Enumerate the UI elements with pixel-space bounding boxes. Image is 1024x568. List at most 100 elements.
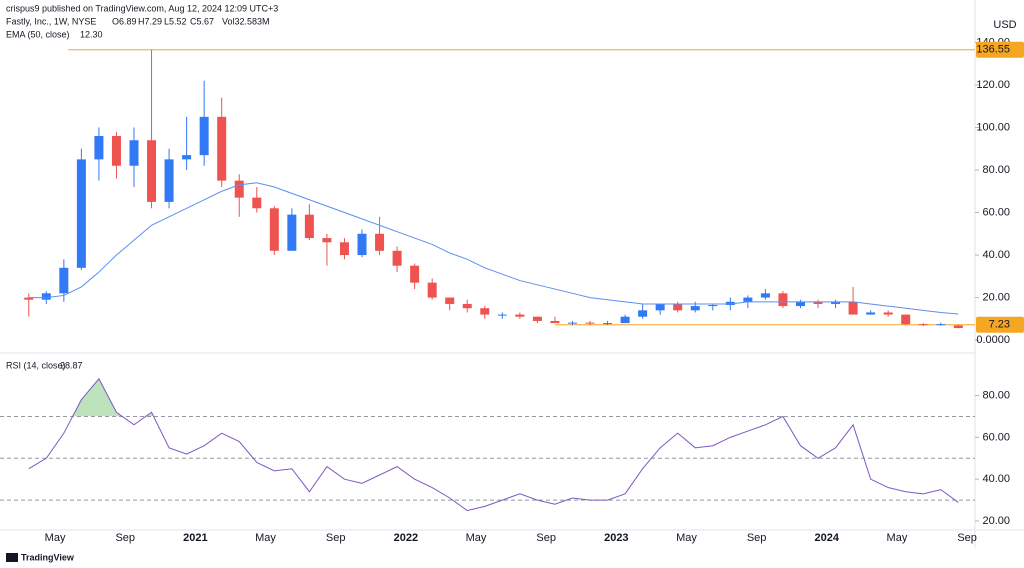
y-tick-label: 80.00 xyxy=(982,164,1010,176)
candle-body xyxy=(339,242,349,256)
series-line xyxy=(28,377,959,512)
candle-body xyxy=(567,322,577,324)
candle-body xyxy=(480,308,490,315)
y-tick-label: 100.00 xyxy=(976,121,1010,133)
candle-body xyxy=(848,301,858,315)
candle-body xyxy=(953,325,963,329)
x-tick-label: 2022 xyxy=(394,532,418,544)
candle-body xyxy=(778,293,788,307)
candle-body xyxy=(410,265,420,283)
candle-body xyxy=(357,233,367,256)
candle-body xyxy=(217,116,227,181)
candle-body xyxy=(287,214,297,251)
publisher: crispus9 published on TradingView.com, A… xyxy=(6,3,278,13)
x-tick-label: Sep xyxy=(747,532,767,544)
candle-body xyxy=(269,208,279,251)
ohlc-value: L5.52 xyxy=(164,16,187,26)
ohlc-value: C5.67 xyxy=(190,16,214,26)
symbol: Fastly, Inc., 1W, NYSE xyxy=(6,16,96,26)
candle-body xyxy=(795,301,805,307)
candle-body xyxy=(24,297,34,300)
x-tick-label: Sep xyxy=(957,532,977,544)
price-tag-label: 136.55 xyxy=(976,44,1010,56)
candle-body xyxy=(901,314,911,325)
y-tick-label: 20.00 xyxy=(982,291,1010,303)
y-tick-label: 20.00 xyxy=(982,515,1010,527)
y-tick-label: 40.00 xyxy=(982,249,1010,261)
price-tag-label: 7.23 xyxy=(989,319,1010,331)
overbought-fill xyxy=(72,378,154,416)
x-tick-label: Sep xyxy=(536,532,556,544)
candle-body xyxy=(94,135,104,160)
y-tick-label: 80.00 xyxy=(982,389,1010,401)
x-tick-label: May xyxy=(676,532,697,544)
ohlc-value: O6.89 xyxy=(112,16,137,26)
candle-body xyxy=(532,316,542,321)
candle-body xyxy=(831,301,841,304)
brand-logo xyxy=(6,553,18,562)
x-tick-label: 2021 xyxy=(183,532,207,544)
candle-body xyxy=(427,282,437,298)
rsi-title: RSI (14, close) xyxy=(6,360,66,370)
candle-body xyxy=(725,301,735,306)
candle-body xyxy=(182,155,192,160)
candle-body xyxy=(638,310,648,317)
y-tick-label: 120.00 xyxy=(976,79,1010,91)
candle-body xyxy=(392,250,402,266)
brand: TradingView xyxy=(21,552,75,562)
candle-body xyxy=(497,314,507,316)
candle-body xyxy=(252,197,262,209)
candle-body xyxy=(462,303,472,309)
candle-body xyxy=(760,293,770,298)
candle-body xyxy=(445,297,455,304)
ohlc-value: Vol32.583M xyxy=(222,16,270,26)
price-tag xyxy=(976,316,1024,333)
price-tag xyxy=(976,41,1024,58)
x-tick-label: May xyxy=(45,532,66,544)
ohlc-value: H7.29 xyxy=(138,16,162,26)
candle-body xyxy=(743,297,753,302)
candle-body xyxy=(673,303,683,311)
candle-body xyxy=(111,135,121,166)
x-tick-label: Sep xyxy=(115,532,135,544)
candle-body xyxy=(708,305,718,307)
y-tick-label: 60.00 xyxy=(982,206,1010,218)
y-tick-label: 60.00 xyxy=(982,431,1010,443)
candle-body xyxy=(375,233,385,251)
x-tick-label: May xyxy=(255,532,276,544)
candle-body xyxy=(199,116,209,156)
candle-body xyxy=(918,324,928,326)
x-tick-label: 2023 xyxy=(604,532,628,544)
x-tick-label: 2024 xyxy=(815,532,840,544)
candle-body xyxy=(129,140,139,166)
candle-body xyxy=(234,180,244,198)
candle-body xyxy=(690,306,700,311)
candle-body xyxy=(41,293,51,300)
candle-body xyxy=(585,322,595,324)
candle-body xyxy=(936,324,946,326)
x-tick-label: May xyxy=(466,532,487,544)
candle-body xyxy=(603,323,613,325)
candle-body xyxy=(655,303,665,311)
candle-body xyxy=(59,267,69,294)
indicator: EMA (50, close) xyxy=(6,29,70,39)
candle-body xyxy=(813,301,823,304)
candle-body xyxy=(620,316,630,324)
series-line xyxy=(28,182,959,315)
candle-body xyxy=(550,320,560,324)
candle-body xyxy=(515,314,525,317)
x-tick-label: May xyxy=(887,532,908,544)
candle-body xyxy=(304,214,314,239)
candle-body xyxy=(164,159,174,202)
candle-body xyxy=(866,312,876,315)
rsi-value: 28.87 xyxy=(60,360,83,370)
candle-body xyxy=(76,159,86,268)
x-tick-label: Sep xyxy=(326,532,346,544)
y-tick-label: 40.00 xyxy=(982,473,1010,485)
candle-body xyxy=(322,238,332,243)
y-tick-label: 0.0000 xyxy=(976,334,1010,346)
candle-body xyxy=(883,312,893,315)
indicator-value: 12.30 xyxy=(80,29,103,39)
